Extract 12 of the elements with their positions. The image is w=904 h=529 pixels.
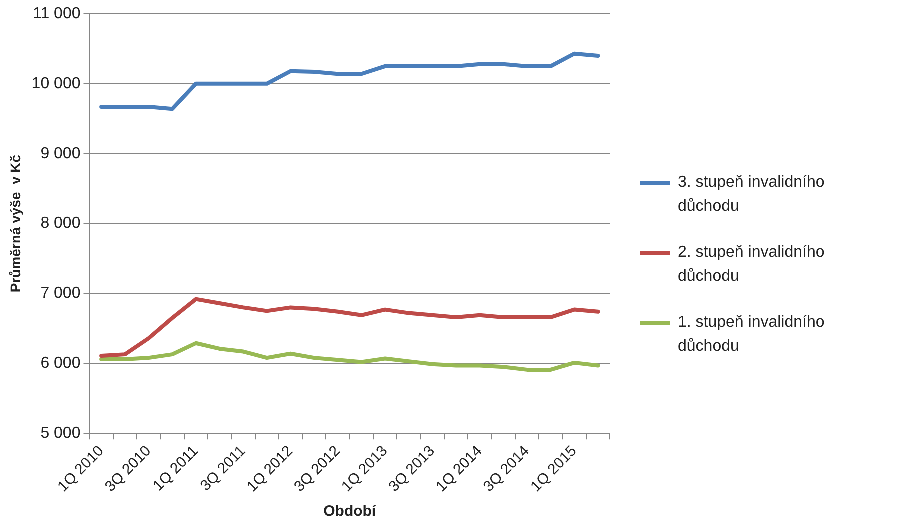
legend-label: 3. stupeň invalidního důchodu (678, 172, 826, 216)
y-tick-label: 9 000 (40, 145, 81, 162)
y-tick-label: 7 000 (40, 285, 81, 302)
x-axis-title: Období (324, 503, 377, 520)
legend-label: 1. stupeň invalidního důchodu (678, 312, 826, 356)
y-tick-label: 5 000 (40, 424, 81, 442)
y-tick-label: 8 000 (40, 215, 81, 232)
y-tick-label: 11 000 (32, 5, 81, 22)
y-tick-label: 6 000 (40, 355, 81, 372)
legend-label: 2. stupeň invalidního důchodu (678, 242, 826, 286)
y-axis-title: Průměrná výše v Kč (7, 154, 24, 293)
y-tick-label: 10 000 (32, 75, 81, 92)
